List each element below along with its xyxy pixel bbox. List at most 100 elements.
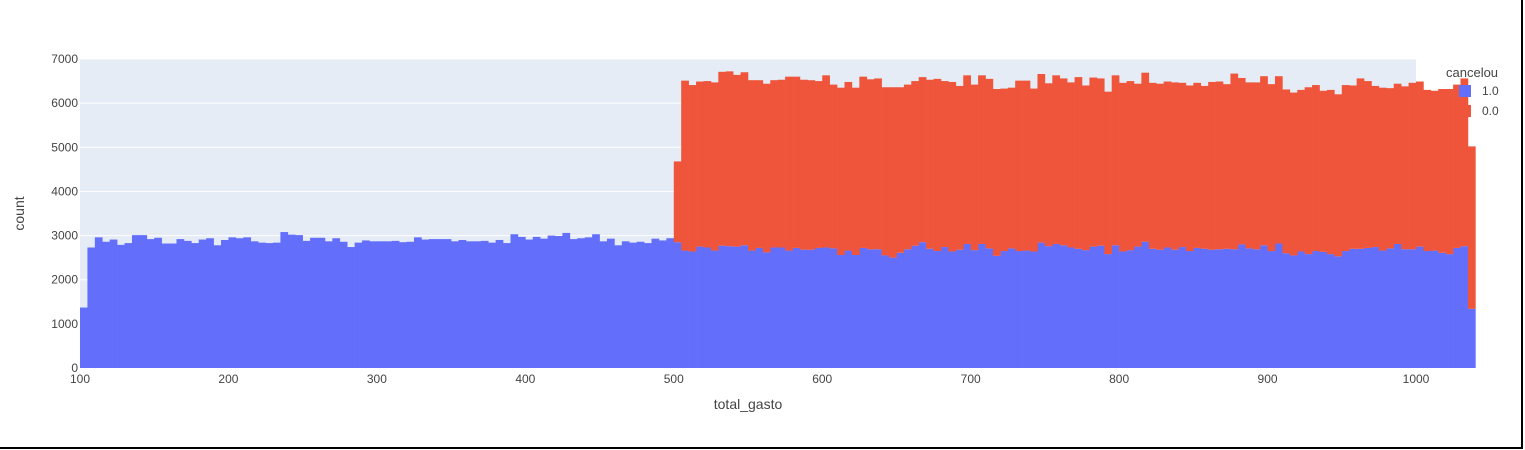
bar-1.0-bin-27[interactable] — [280, 232, 289, 368]
bar-1.0-bin-132[interactable] — [1059, 245, 1068, 368]
bar-1.0-bin-5[interactable] — [117, 244, 125, 368]
bar-1.0-bin-159[interactable] — [1260, 245, 1268, 368]
bar-0.0-bin-169[interactable] — [1334, 94, 1343, 257]
bar-0.0-bin-182[interactable] — [1430, 90, 1439, 251]
bar-1.0-bin-89[interactable] — [740, 245, 749, 368]
bar-1.0-bin-152[interactable] — [1208, 249, 1216, 368]
legend-swatch-1.0[interactable] — [1459, 85, 1471, 97]
bar-1.0-bin-184[interactable] — [1445, 254, 1454, 368]
bar-1.0-bin-44[interactable] — [406, 241, 415, 368]
bar-1.0-bin-95[interactable] — [785, 250, 793, 368]
bar-1.0-bin-124[interactable] — [1000, 251, 1009, 368]
bar-0.0-bin-85[interactable] — [710, 82, 719, 251]
bar-1.0-bin-78[interactable] — [658, 240, 667, 368]
bar-0.0-bin-153[interactable] — [1215, 81, 1224, 250]
legend-label-1.0[interactable]: 1.0 — [1482, 84, 1499, 98]
bar-1.0-bin-136[interactable] — [1089, 246, 1098, 368]
bar-1.0-bin-137[interactable] — [1096, 245, 1105, 368]
bar-1.0-bin-172[interactable] — [1356, 248, 1365, 368]
bar-1.0-bin-186[interactable] — [1460, 246, 1469, 368]
bar-0.0-bin-96[interactable] — [792, 76, 801, 248]
legend-label-0.0[interactable]: 0.0 — [1482, 104, 1499, 118]
bar-1.0-bin-13[interactable] — [176, 239, 185, 368]
bar-1.0-bin-148[interactable] — [1178, 247, 1187, 368]
bar-1.0-bin-169[interactable] — [1334, 256, 1343, 368]
bar-1.0-bin-15[interactable] — [191, 243, 200, 368]
bar-1.0-bin-156[interactable] — [1237, 244, 1246, 368]
bar-1.0-bin-34[interactable] — [332, 238, 341, 368]
bar-1.0-bin-102[interactable] — [837, 254, 845, 368]
bar-1.0-bin-110[interactable] — [896, 252, 905, 368]
bar-0.0-bin-93[interactable] — [770, 80, 778, 248]
bar-0.0-bin-134[interactable] — [1074, 77, 1083, 249]
bar-0.0-bin-108[interactable] — [881, 87, 890, 256]
bar-0.0-bin-86[interactable] — [718, 71, 727, 246]
bar-0.0-bin-98[interactable] — [807, 80, 816, 250]
bar-1.0-bin-36[interactable] — [347, 247, 355, 368]
bar-1.0-bin-17[interactable] — [206, 238, 214, 368]
bar-0.0-bin-140[interactable] — [1119, 82, 1127, 252]
bar-0.0-bin-119[interactable] — [963, 75, 971, 244]
bar-1.0-bin-117[interactable] — [948, 251, 957, 368]
bar-1.0-bin-187[interactable] — [1467, 308, 1476, 368]
bar-0.0-bin-133[interactable] — [1067, 82, 1075, 248]
bar-1.0-bin-9[interactable] — [146, 239, 155, 368]
bar-1.0-bin-58[interactable] — [510, 234, 519, 368]
bar-1.0-bin-168[interactable] — [1326, 254, 1335, 368]
bar-0.0-bin-162[interactable] — [1282, 89, 1291, 254]
bar-1.0-bin-20[interactable] — [228, 237, 237, 368]
bar-1.0-bin-37[interactable] — [354, 242, 363, 368]
bar-1.0-bin-149[interactable] — [1185, 251, 1194, 368]
bar-1.0-bin-46[interactable] — [421, 239, 430, 368]
bar-1.0-bin-166[interactable] — [1312, 251, 1320, 368]
bar-1.0-bin-121[interactable] — [978, 243, 986, 368]
bar-1.0-bin-8[interactable] — [139, 235, 148, 368]
bar-1.0-bin-161[interactable] — [1274, 243, 1283, 368]
bar-0.0-bin-110[interactable] — [896, 87, 905, 253]
bar-1.0-bin-120[interactable] — [970, 250, 979, 368]
bar-0.0-bin-184[interactable] — [1445, 89, 1454, 255]
bar-1.0-bin-176[interactable] — [1386, 248, 1395, 368]
bar-1.0-bin-139[interactable] — [1111, 245, 1120, 368]
bar-0.0-bin-118[interactable] — [955, 85, 964, 250]
bar-0.0-bin-152[interactable] — [1208, 81, 1216, 250]
bar-1.0-bin-48[interactable] — [436, 239, 444, 368]
bar-0.0-bin-97[interactable] — [799, 79, 808, 250]
bar-1.0-bin-68[interactable] — [584, 237, 593, 368]
bar-1.0-bin-14[interactable] — [183, 240, 192, 368]
bar-0.0-bin-163[interactable] — [1289, 92, 1298, 256]
bar-1.0-bin-107[interactable] — [874, 249, 882, 368]
bar-1.0-bin-164[interactable] — [1297, 251, 1305, 368]
bar-0.0-bin-99[interactable] — [814, 81, 823, 248]
bar-1.0-bin-33[interactable] — [324, 241, 333, 368]
bar-1.0-bin-134[interactable] — [1074, 248, 1083, 368]
bar-1.0-bin-76[interactable] — [644, 243, 652, 368]
bar-0.0-bin-112[interactable] — [911, 81, 920, 246]
bar-1.0-bin-135[interactable] — [1082, 250, 1090, 368]
bar-1.0-bin-49[interactable] — [443, 239, 452, 368]
bar-0.0-bin-142[interactable] — [1133, 83, 1142, 247]
bar-0.0-bin-161[interactable] — [1274, 76, 1283, 244]
bar-1.0-bin-140[interactable] — [1119, 251, 1127, 368]
bar-0.0-bin-125[interactable] — [1007, 87, 1016, 249]
bar-0.0-bin-172[interactable] — [1356, 78, 1365, 249]
bar-0.0-bin-164[interactable] — [1297, 89, 1305, 252]
bar-1.0-bin-125[interactable] — [1007, 248, 1016, 368]
legend[interactable]: cancelou 1.0 0.0 — [1446, 65, 1499, 118]
bar-1.0-bin-115[interactable] — [933, 251, 942, 368]
bar-1.0-bin-96[interactable] — [792, 247, 801, 368]
bar-1.0-bin-60[interactable] — [525, 239, 534, 368]
bar-0.0-bin-181[interactable] — [1423, 89, 1432, 252]
bar-0.0-bin-148[interactable] — [1178, 82, 1187, 248]
bar-1.0-bin-118[interactable] — [955, 249, 964, 368]
bar-1.0-bin-143[interactable] — [1141, 241, 1150, 368]
bar-1.0-bin-67[interactable] — [577, 238, 586, 368]
bar-1.0-bin-122[interactable] — [985, 248, 994, 368]
bar-0.0-bin-121[interactable] — [978, 75, 986, 244]
bar-0.0-bin-92[interactable] — [762, 83, 771, 253]
bar-0.0-bin-173[interactable] — [1364, 81, 1372, 248]
bar-1.0-bin-109[interactable] — [889, 257, 897, 368]
bar-0.0-bin-155[interactable] — [1230, 73, 1239, 250]
bar-0.0-bin-180[interactable] — [1416, 81, 1424, 247]
bar-1.0-bin-61[interactable] — [532, 236, 541, 368]
